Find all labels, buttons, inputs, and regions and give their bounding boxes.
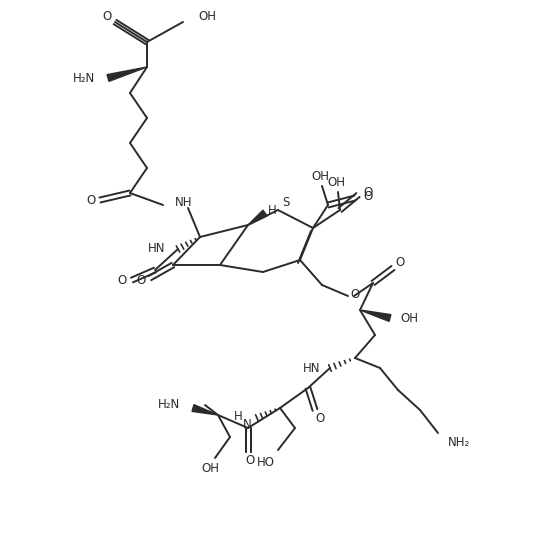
- Text: O: O: [117, 273, 126, 286]
- Text: NH₂: NH₂: [448, 436, 470, 450]
- Polygon shape: [107, 67, 147, 81]
- Text: OH: OH: [327, 176, 345, 190]
- Polygon shape: [248, 210, 267, 225]
- Text: O: O: [396, 257, 405, 270]
- Text: OH: OH: [201, 461, 219, 474]
- Text: HO: HO: [257, 455, 275, 469]
- Text: O: O: [136, 273, 146, 286]
- Text: O: O: [315, 411, 325, 425]
- Text: HN: HN: [147, 243, 165, 256]
- Text: S: S: [282, 195, 289, 209]
- Polygon shape: [360, 310, 391, 321]
- Text: H₂N: H₂N: [73, 71, 95, 84]
- Text: OH: OH: [311, 171, 329, 184]
- Text: O: O: [86, 194, 95, 206]
- Text: H: H: [267, 204, 277, 217]
- Text: O: O: [363, 190, 372, 203]
- Text: HN: HN: [302, 362, 320, 374]
- Text: H: H: [234, 410, 243, 422]
- Polygon shape: [192, 405, 218, 415]
- Text: O: O: [245, 454, 255, 466]
- Text: O: O: [363, 185, 372, 199]
- Text: OH: OH: [198, 11, 216, 23]
- Text: O: O: [102, 11, 111, 23]
- Text: N: N: [243, 417, 252, 431]
- Text: OH: OH: [400, 311, 418, 325]
- Text: O: O: [351, 287, 360, 301]
- Text: H₂N: H₂N: [158, 398, 180, 411]
- Text: NH: NH: [175, 196, 192, 209]
